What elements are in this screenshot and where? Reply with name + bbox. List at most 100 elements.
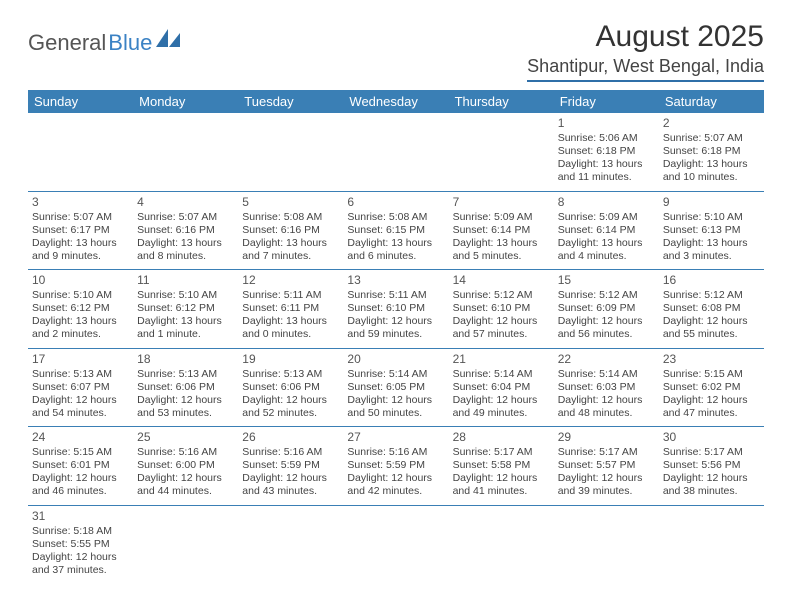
daylight-text: Daylight: 12 hours and 47 minutes. (663, 394, 760, 420)
sunrise-text: Sunrise: 5:12 AM (453, 289, 550, 302)
daylight-text: Daylight: 12 hours and 48 minutes. (558, 394, 655, 420)
calendar-row: 24Sunrise: 5:15 AMSunset: 6:01 PMDayligh… (28, 427, 764, 506)
calendar-cell: 29Sunrise: 5:17 AMSunset: 5:57 PMDayligh… (554, 427, 659, 506)
sunset-text: Sunset: 6:06 PM (137, 381, 234, 394)
daylight-text: Daylight: 12 hours and 55 minutes. (663, 315, 760, 341)
daylight-text: Daylight: 13 hours and 11 minutes. (558, 158, 655, 184)
calendar-cell (449, 113, 554, 191)
daylight-text: Daylight: 13 hours and 1 minute. (137, 315, 234, 341)
sunset-text: Sunset: 6:00 PM (137, 459, 234, 472)
day-number: 8 (558, 195, 655, 210)
daylight-text: Daylight: 12 hours and 46 minutes. (32, 472, 129, 498)
sunrise-text: Sunrise: 5:16 AM (347, 446, 444, 459)
day-number: 19 (242, 352, 339, 367)
sunrise-text: Sunrise: 5:16 AM (242, 446, 339, 459)
day-number: 22 (558, 352, 655, 367)
day-number: 30 (663, 430, 760, 445)
day-number: 5 (242, 195, 339, 210)
location: Shantipur, West Bengal, India (527, 56, 764, 82)
sunrise-text: Sunrise: 5:07 AM (137, 211, 234, 224)
sunset-text: Sunset: 6:16 PM (137, 224, 234, 237)
day-number: 17 (32, 352, 129, 367)
day-header: Wednesday (343, 90, 448, 113)
daylight-text: Daylight: 12 hours and 42 minutes. (347, 472, 444, 498)
calendar-row: 17Sunrise: 5:13 AMSunset: 6:07 PMDayligh… (28, 348, 764, 427)
day-number: 24 (32, 430, 129, 445)
calendar-cell: 2Sunrise: 5:07 AMSunset: 6:18 PMDaylight… (659, 113, 764, 191)
sunset-text: Sunset: 6:12 PM (137, 302, 234, 315)
daylight-text: Daylight: 13 hours and 3 minutes. (663, 237, 760, 263)
calendar-cell: 30Sunrise: 5:17 AMSunset: 5:56 PMDayligh… (659, 427, 764, 506)
daylight-text: Daylight: 12 hours and 38 minutes. (663, 472, 760, 498)
calendar-cell: 27Sunrise: 5:16 AMSunset: 5:59 PMDayligh… (343, 427, 448, 506)
calendar-cell (238, 505, 343, 583)
calendar-cell: 1Sunrise: 5:06 AMSunset: 6:18 PMDaylight… (554, 113, 659, 191)
sunset-text: Sunset: 6:14 PM (453, 224, 550, 237)
day-number: 27 (347, 430, 444, 445)
sunrise-text: Sunrise: 5:17 AM (558, 446, 655, 459)
calendar-row: 1Sunrise: 5:06 AMSunset: 6:18 PMDaylight… (28, 113, 764, 191)
sunrise-text: Sunrise: 5:08 AM (242, 211, 339, 224)
calendar-row: 31Sunrise: 5:18 AMSunset: 5:55 PMDayligh… (28, 505, 764, 583)
sunset-text: Sunset: 6:15 PM (347, 224, 444, 237)
sunrise-text: Sunrise: 5:11 AM (347, 289, 444, 302)
sunset-text: Sunset: 6:04 PM (453, 381, 550, 394)
calendar-cell: 9Sunrise: 5:10 AMSunset: 6:13 PMDaylight… (659, 191, 764, 270)
title-block: August 2025 Shantipur, West Bengal, Indi… (527, 20, 764, 82)
day-number: 31 (32, 509, 129, 524)
calendar-table: SundayMondayTuesdayWednesdayThursdayFrid… (28, 90, 764, 583)
sunrise-text: Sunrise: 5:17 AM (453, 446, 550, 459)
sunrise-text: Sunrise: 5:14 AM (347, 368, 444, 381)
daylight-text: Daylight: 12 hours and 37 minutes. (32, 551, 129, 577)
sunset-text: Sunset: 6:18 PM (663, 145, 760, 158)
day-number: 7 (453, 195, 550, 210)
daylight-text: Daylight: 13 hours and 8 minutes. (137, 237, 234, 263)
sunset-text: Sunset: 6:06 PM (242, 381, 339, 394)
calendar-cell: 14Sunrise: 5:12 AMSunset: 6:10 PMDayligh… (449, 270, 554, 349)
day-number: 28 (453, 430, 550, 445)
sunset-text: Sunset: 6:16 PM (242, 224, 339, 237)
sail-icon (156, 29, 180, 47)
day-number: 3 (32, 195, 129, 210)
sunset-text: Sunset: 6:12 PM (32, 302, 129, 315)
sunset-text: Sunset: 6:05 PM (347, 381, 444, 394)
daylight-text: Daylight: 12 hours and 52 minutes. (242, 394, 339, 420)
day-number: 23 (663, 352, 760, 367)
day-number: 16 (663, 273, 760, 288)
sunset-text: Sunset: 5:56 PM (663, 459, 760, 472)
calendar-cell: 11Sunrise: 5:10 AMSunset: 6:12 PMDayligh… (133, 270, 238, 349)
calendar-cell: 31Sunrise: 5:18 AMSunset: 5:55 PMDayligh… (28, 505, 133, 583)
header: General Blue August 2025 Shantipur, West… (28, 20, 764, 82)
sunset-text: Sunset: 5:59 PM (347, 459, 444, 472)
calendar-cell: 21Sunrise: 5:14 AMSunset: 6:04 PMDayligh… (449, 348, 554, 427)
month-title: August 2025 (527, 20, 764, 54)
calendar-cell: 18Sunrise: 5:13 AMSunset: 6:06 PMDayligh… (133, 348, 238, 427)
day-number: 2 (663, 116, 760, 131)
calendar-body: 1Sunrise: 5:06 AMSunset: 6:18 PMDaylight… (28, 113, 764, 583)
daylight-text: Daylight: 12 hours and 44 minutes. (137, 472, 234, 498)
day-number: 25 (137, 430, 234, 445)
daylight-text: Daylight: 13 hours and 10 minutes. (663, 158, 760, 184)
day-number: 29 (558, 430, 655, 445)
sunrise-text: Sunrise: 5:09 AM (558, 211, 655, 224)
calendar-cell: 5Sunrise: 5:08 AMSunset: 6:16 PMDaylight… (238, 191, 343, 270)
sunset-text: Sunset: 6:10 PM (347, 302, 444, 315)
calendar-cell: 12Sunrise: 5:11 AMSunset: 6:11 PMDayligh… (238, 270, 343, 349)
daylight-text: Daylight: 13 hours and 7 minutes. (242, 237, 339, 263)
logo-text-general: General (28, 30, 106, 56)
daylight-text: Daylight: 13 hours and 0 minutes. (242, 315, 339, 341)
calendar-cell (133, 113, 238, 191)
calendar-cell: 23Sunrise: 5:15 AMSunset: 6:02 PMDayligh… (659, 348, 764, 427)
sunrise-text: Sunrise: 5:10 AM (32, 289, 129, 302)
calendar-cell: 15Sunrise: 5:12 AMSunset: 6:09 PMDayligh… (554, 270, 659, 349)
sunrise-text: Sunrise: 5:12 AM (663, 289, 760, 302)
sunrise-text: Sunrise: 5:07 AM (663, 132, 760, 145)
sunset-text: Sunset: 5:59 PM (242, 459, 339, 472)
calendar-cell: 22Sunrise: 5:14 AMSunset: 6:03 PMDayligh… (554, 348, 659, 427)
calendar-cell: 24Sunrise: 5:15 AMSunset: 6:01 PMDayligh… (28, 427, 133, 506)
daylight-text: Daylight: 12 hours and 41 minutes. (453, 472, 550, 498)
calendar-head: SundayMondayTuesdayWednesdayThursdayFrid… (28, 90, 764, 113)
day-number: 14 (453, 273, 550, 288)
logo-text-blue: Blue (108, 30, 152, 56)
sunset-text: Sunset: 6:01 PM (32, 459, 129, 472)
